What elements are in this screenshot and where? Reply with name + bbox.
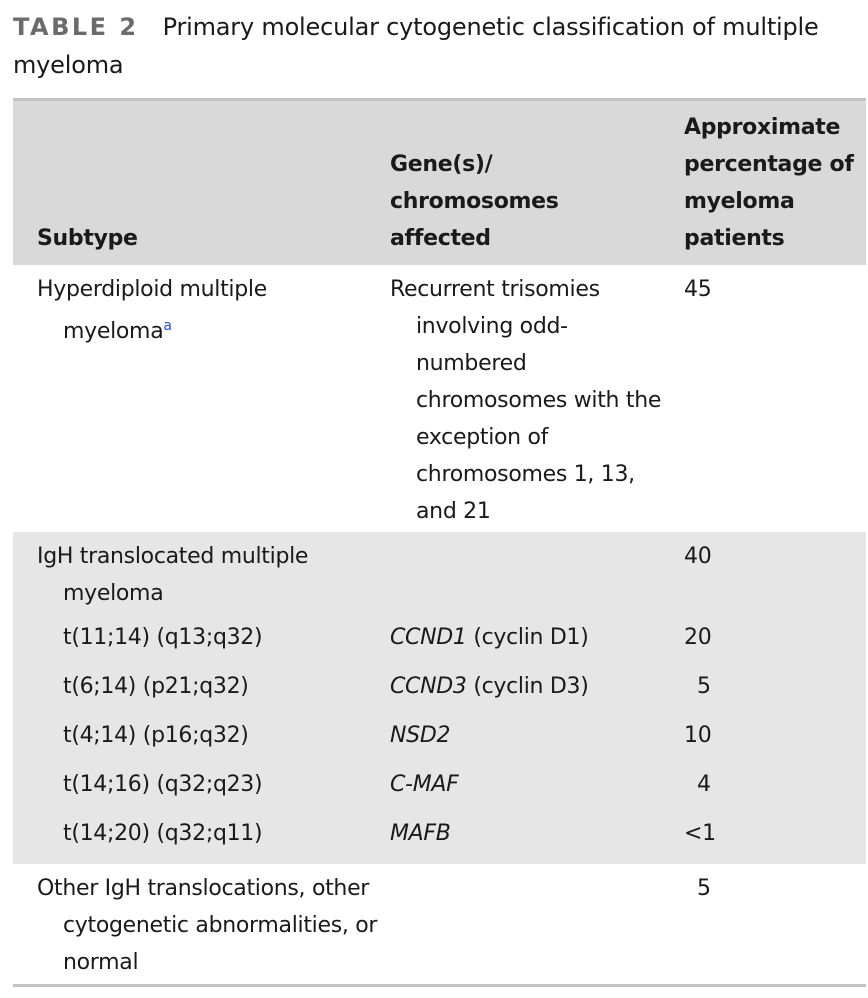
cell-subtype: t(11;14) (q13;q32) xyxy=(63,625,263,650)
gene-symbol: CCND3 xyxy=(390,674,467,699)
cell-percent: 4 xyxy=(697,772,711,797)
footnote-marker: a xyxy=(163,318,172,334)
cell-percent: <1 xyxy=(684,821,716,846)
cell-genes: Recurrent trisomies involving odd-number… xyxy=(390,277,662,524)
gene-description: (cyclin D1) xyxy=(473,625,589,650)
gene-description: (cyclin D3) xyxy=(473,674,589,699)
table-row: t(11;14) (q13;q32) CCND1 (cyclin D1) 20 xyxy=(13,619,866,668)
table-header: Subtype Gene(s)/ chromosomes affected Ap… xyxy=(13,98,866,265)
cell-genes: C-MAF xyxy=(390,772,459,797)
cell-percent: 20 xyxy=(684,625,712,650)
header-percent: Approximate percentage of myeloma patien… xyxy=(684,115,854,251)
classification-table: Subtype Gene(s)/ chromosomes affected Ap… xyxy=(13,98,866,987)
table-row: Hyperdiploid multiple myelomaa Recurrent… xyxy=(13,265,866,532)
cell-subtype: t(14;16) (q32;q23) xyxy=(63,772,263,797)
header-subtype: Subtype xyxy=(37,226,138,251)
cell-percent: 5 xyxy=(697,674,711,699)
table-title: Primary molecular cytogenetic classifica… xyxy=(13,13,819,79)
table-row: t(14;20) (q32;q11) MAFB <1 xyxy=(13,815,866,864)
cell-percent: 40 xyxy=(684,544,712,569)
cell-subtype: Other IgH translocations, other cytogene… xyxy=(37,876,378,975)
table-row: t(6;14) (p21;q32) CCND3 (cyclin D3) 5 xyxy=(13,668,866,717)
cell-genes: NSD2 xyxy=(390,723,451,748)
header-genes: Gene(s)/ chromosomes affected xyxy=(390,152,559,251)
table-row: IgH translocated multiple myeloma 40 xyxy=(13,532,866,619)
cell-percent: 45 xyxy=(684,277,712,302)
cell-percent: 5 xyxy=(697,876,711,901)
cell-genes: CCND1 (cyclin D1) xyxy=(390,619,655,656)
cell-subtype: t(14;20) (q32;q11) xyxy=(63,821,263,846)
gene-symbol: CCND1 xyxy=(390,625,467,650)
cell-percent: 10 xyxy=(684,723,712,748)
table-caption: TABLE 2 Primary molecular cytogenetic cla… xyxy=(13,8,863,84)
cell-subtype: Hyperdiploid multiple myelomaa xyxy=(37,277,267,344)
cell-subtype: IgH translocated multiple myeloma xyxy=(37,544,309,606)
table-bottom-rule xyxy=(13,984,866,987)
table-label: TABLE 2 xyxy=(13,13,139,41)
table-row: Other IgH translocations, other cytogene… xyxy=(13,864,866,984)
cell-genes: CCND3 (cyclin D3) xyxy=(390,668,655,705)
table-row: t(14;16) (q32;q23) C-MAF 4 xyxy=(13,766,866,815)
cell-subtype: t(6;14) (p21;q32) xyxy=(63,674,249,699)
cell-subtype: t(4;14) (p16;q32) xyxy=(63,723,249,748)
table-row: t(4;14) (p16;q32) NSD2 10 xyxy=(13,717,866,766)
cell-genes: MAFB xyxy=(390,821,451,846)
